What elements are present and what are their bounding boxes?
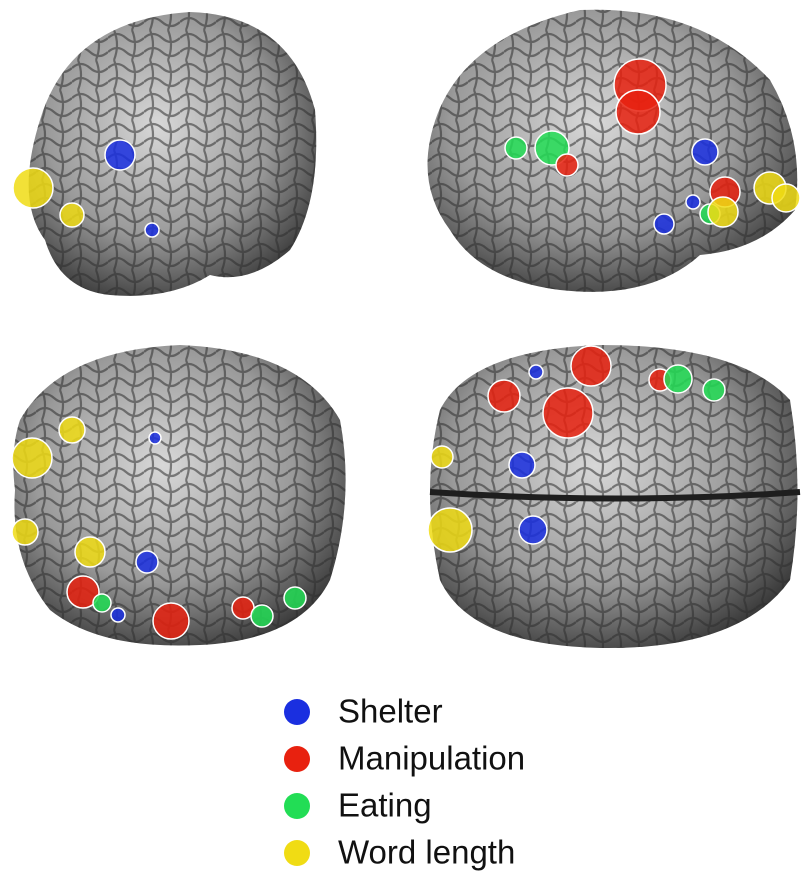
activation-marker: [111, 608, 125, 622]
activation-marker: [505, 137, 527, 159]
activation-marker: [428, 508, 472, 552]
activation-marker: [654, 214, 674, 234]
activation-marker: [431, 446, 453, 468]
activation-marker: [105, 140, 135, 170]
figure: Shelter Manipulation Eating Word length: [0, 0, 804, 889]
activation-marker: [60, 203, 84, 227]
activation-marker: [12, 519, 38, 545]
activation-marker: [616, 90, 660, 134]
brain-lateral-left: [29, 12, 317, 296]
activation-marker: [519, 516, 547, 544]
legend-label: Shelter: [338, 693, 443, 730]
legend-label: Word length: [338, 834, 515, 871]
legend-swatch: [284, 699, 310, 725]
activation-marker: [93, 594, 111, 612]
activation-marker: [13, 168, 53, 208]
activation-marker: [708, 197, 738, 227]
activation-marker: [686, 195, 700, 209]
activation-marker: [59, 417, 85, 443]
activation-marker: [556, 154, 578, 176]
legend-swatch: [284, 840, 310, 866]
legend-label: Eating: [338, 787, 432, 824]
legend-label: Manipulation: [338, 740, 525, 777]
activation-marker: [488, 380, 520, 412]
activation-marker: [543, 388, 593, 438]
brain-dorsal: [430, 345, 800, 648]
activation-marker: [772, 184, 800, 212]
activation-marker: [571, 346, 611, 386]
activation-marker: [12, 438, 52, 478]
activation-marker: [153, 603, 189, 639]
legend: Shelter Manipulation Eating Word length: [284, 693, 525, 871]
activation-marker: [75, 537, 105, 567]
activation-marker: [145, 223, 159, 237]
activation-marker: [692, 139, 718, 165]
activation-marker: [251, 605, 273, 627]
activation-marker: [529, 365, 543, 379]
brain-lateral-right: [428, 10, 798, 292]
legend-swatch: [284, 746, 310, 772]
activation-marker: [136, 551, 158, 573]
activation-marker: [149, 432, 161, 444]
activation-marker: [284, 587, 306, 609]
legend-swatch: [284, 793, 310, 819]
activation-marker: [703, 379, 725, 401]
activation-marker: [509, 452, 535, 478]
activation-marker: [664, 365, 692, 393]
